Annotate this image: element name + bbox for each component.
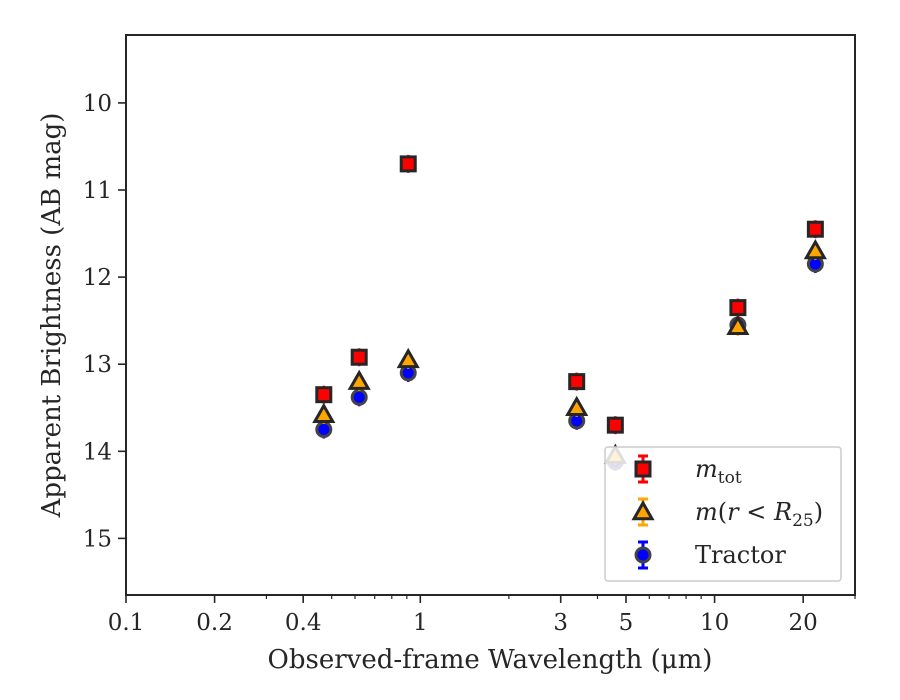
triangle-marker [726,314,750,336]
data-point-square [350,348,368,367]
y-axis-title: Apparent Brightness (AB mag) [37,113,67,519]
triangle-marker [803,238,827,260]
data-point-square [399,154,417,173]
legend-label-mtot: mtot [695,455,742,488]
y-tick-label: 13 [83,352,112,378]
legend-square-marker [634,460,652,478]
y-tick-label: 15 [83,526,112,552]
legend-label-m-r-lt-r25: m(r < R25) [695,498,823,531]
triangle-marker [396,347,420,369]
data-point-square [806,220,824,239]
x-tick-label: 0.1 [108,610,145,636]
data-point-triangle [312,402,336,424]
triangle-marker [565,395,589,417]
x-tick-label: 1 [413,610,428,636]
y-tick-label: 11 [83,178,112,204]
data-point-square [315,385,333,404]
x-tick-label: 10 [700,610,729,636]
legend-entry [634,454,652,484]
legend-circle-marker [634,546,652,564]
square-marker [806,220,824,238]
x-tick-label: 0.4 [285,610,322,636]
y-tick-label: 10 [83,91,112,117]
data-point-triangle [347,369,371,391]
legend-box [604,446,842,582]
data-point-square [568,372,586,391]
data-point-circle [350,388,368,407]
x-tick-label: 0.2 [196,610,233,636]
circle-marker [350,388,368,406]
data-marks [312,154,827,471]
plot-frame [125,34,856,596]
legend-triangle-marker [631,499,655,521]
square-marker [350,348,368,366]
x-tick-label: 20 [789,610,818,636]
legend-entry [631,497,655,527]
data-point-triangle [396,347,420,369]
square-marker [315,386,333,404]
square-marker [606,416,624,434]
triangle-marker [347,369,371,390]
x-tick-label: 3 [553,610,568,636]
legend: mtot m(r < R25) Tractor [604,446,842,582]
x-tick-label: 5 [619,610,634,636]
y-tick-label: 14 [83,439,112,465]
data-point-square [729,298,747,317]
legend-entry [634,540,652,570]
y-tick-label: 12 [83,265,112,291]
data-point-triangle [803,238,827,260]
legend-label-tractor: Tractor [695,541,786,569]
data-point-square [606,416,624,435]
square-marker [729,299,747,317]
triangle-marker [312,402,336,423]
square-marker [399,155,417,173]
data-point-triangle [565,395,589,417]
circle-marker [315,421,333,439]
x-axis-title: Observed-frame Wavelength (μm) [268,645,713,675]
square-marker [568,373,586,391]
data-point-triangle [726,314,750,336]
